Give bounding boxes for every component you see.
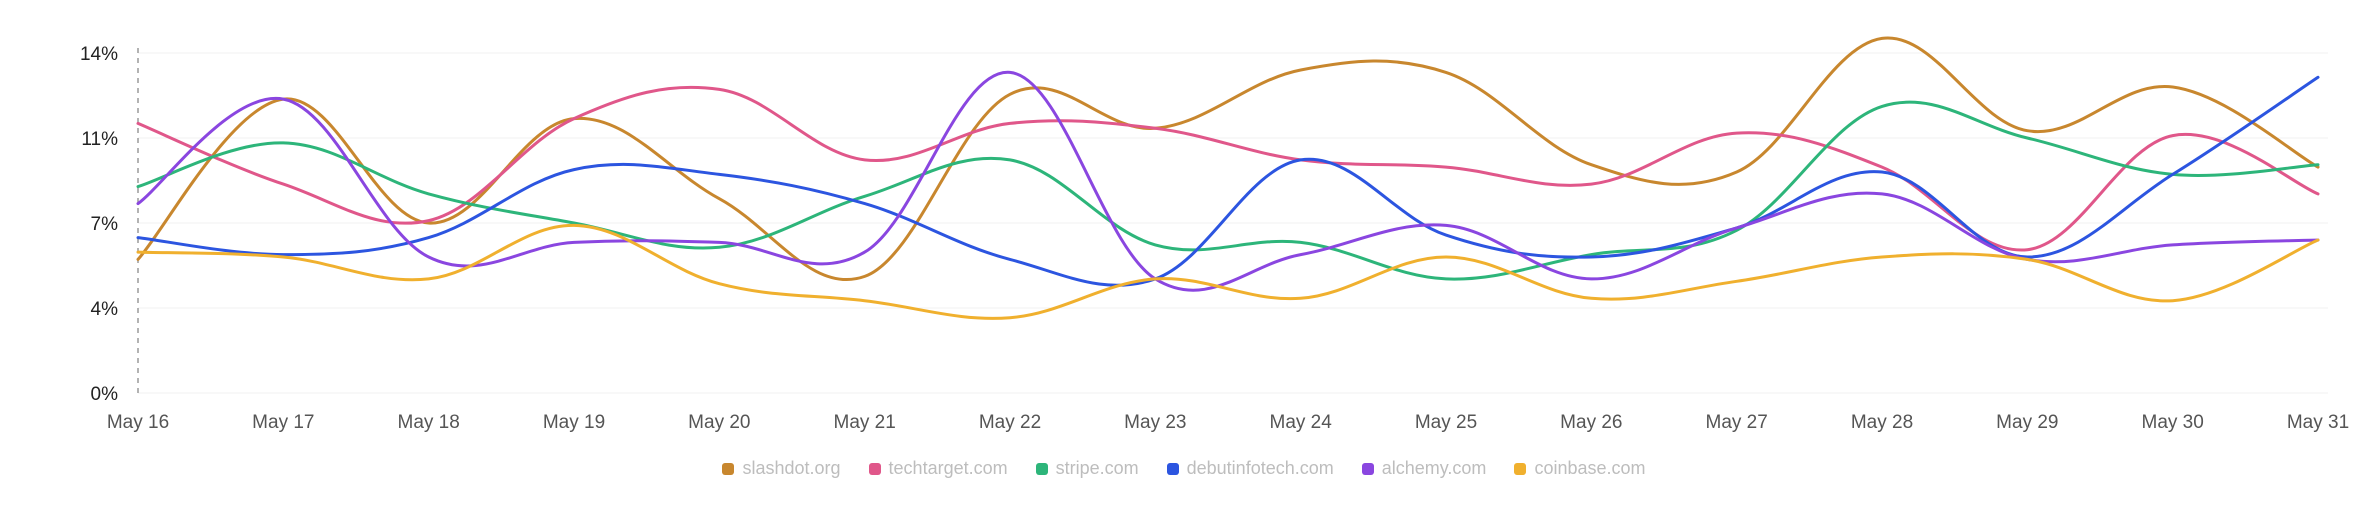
legend-swatch <box>722 462 735 475</box>
x-tick-label: May 30 <box>2142 412 2204 433</box>
x-tick-label: May 31 <box>2287 412 2349 433</box>
x-tick-label: May 29 <box>1996 412 2058 433</box>
series-line-slashdot-org <box>136 36 2320 282</box>
legend-label: alchemy.com <box>1381 458 1487 478</box>
x-tick-label: May 25 <box>1415 412 1477 433</box>
x-tick-label: May 22 <box>979 412 1041 433</box>
x-tick-label: May 27 <box>1706 412 1768 433</box>
y-tick-label: 11% <box>81 129 118 150</box>
legend: slashdot.org techtarget.com stripe.com debu… <box>0 458 2368 479</box>
y-axis-tick-labels: 0% 4% 7% 11% 14% <box>80 44 118 405</box>
x-tick-label: May 17 <box>252 412 314 433</box>
y-tick-label: 4% <box>91 299 119 320</box>
series-line-coinbase-com <box>136 223 2320 320</box>
legend-label: coinbase.com <box>1534 458 1646 478</box>
legend-swatch <box>1361 462 1374 475</box>
x-tick-label: May 26 <box>1560 412 1622 433</box>
legend-swatch <box>1166 462 1179 475</box>
x-tick-label: May 23 <box>1124 412 1186 433</box>
x-tick-label: May 21 <box>834 412 896 433</box>
y-tick-label: 7% <box>91 214 119 235</box>
legend-item-stripe-com[interactable]: stripe.com <box>1035 458 1139 479</box>
legend-swatch <box>1514 462 1527 475</box>
series-line-stripe-com <box>136 100 2320 281</box>
series-line-alchemy-com <box>136 70 2320 292</box>
x-tick-label: May 19 <box>543 412 605 433</box>
x-tick-label: May 24 <box>1270 412 1333 433</box>
x-tick-label: May 18 <box>398 412 460 433</box>
y-tick-label: 14% <box>80 44 118 65</box>
grid-lines <box>138 52 2328 394</box>
legend-item-debutinfotech-com[interactable]: debutinfotech.com <box>1166 458 1334 479</box>
legend-label: debutinfotech.com <box>1186 458 1334 478</box>
x-tick-label: May 16 <box>107 412 169 433</box>
x-tick-label: May 20 <box>688 412 750 433</box>
legend-item-techtarget-com[interactable]: techtarget.com <box>868 458 1008 479</box>
legend-label: slashdot.org <box>742 458 841 478</box>
series-lines <box>136 36 2320 320</box>
y-tick-label: 0% <box>91 384 119 405</box>
legend-item-slashdot-org[interactable]: slashdot.org <box>722 458 841 479</box>
series-line-debutinfotech-com <box>136 75 2320 287</box>
x-axis-tick-labels: May 16 May 17 May 18 May 19 May 20 May 21 May … <box>107 412 2349 433</box>
legend-label: techtarget.com <box>888 458 1008 478</box>
legend-swatch <box>868 462 881 475</box>
x-tick-label: May 28 <box>1851 412 1913 433</box>
legend-item-coinbase-com[interactable]: coinbase.com <box>1514 458 1646 479</box>
legend-item-alchemy-com[interactable]: alchemy.com <box>1361 458 1487 479</box>
legend-label: stripe.com <box>1055 458 1139 478</box>
legend-swatch <box>1035 462 1048 475</box>
